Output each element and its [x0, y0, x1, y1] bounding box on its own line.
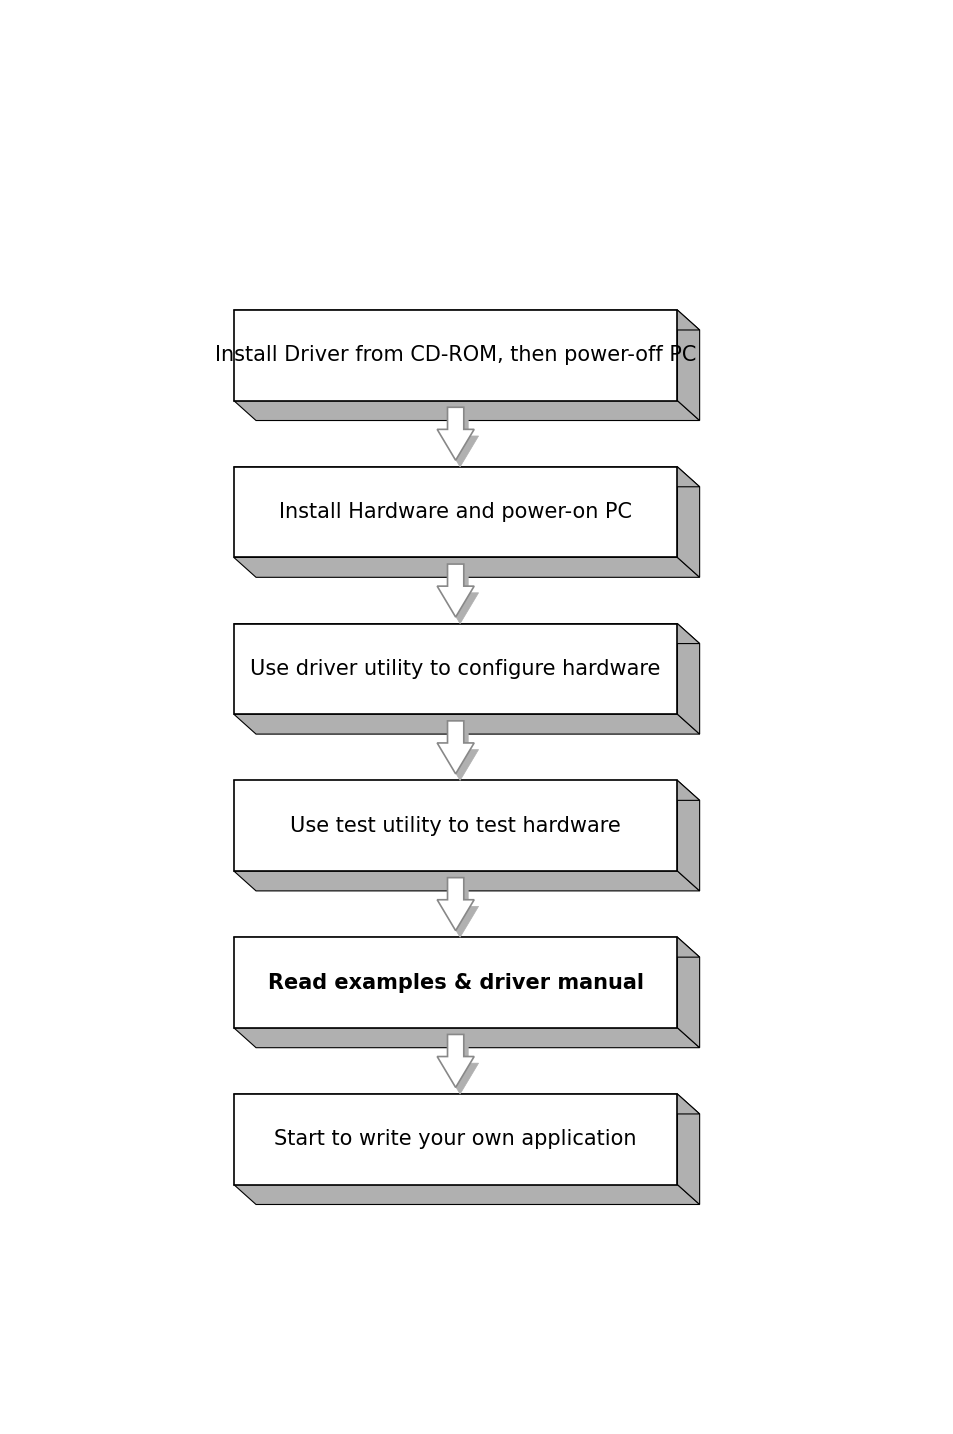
- Polygon shape: [436, 1034, 474, 1087]
- Bar: [233, 624, 677, 714]
- Polygon shape: [233, 400, 699, 420]
- Text: Use test utility to test hardware: Use test utility to test hardware: [290, 816, 620, 836]
- Bar: [233, 780, 677, 870]
- Polygon shape: [677, 780, 699, 891]
- Polygon shape: [677, 624, 699, 734]
- Polygon shape: [441, 727, 478, 780]
- Polygon shape: [233, 467, 699, 486]
- Polygon shape: [436, 721, 474, 774]
- Polygon shape: [436, 564, 474, 617]
- Text: Install Driver from CD-ROM, then power-off PC: Install Driver from CD-ROM, then power-o…: [214, 346, 696, 366]
- Polygon shape: [441, 1041, 478, 1094]
- Text: Read examples & driver manual: Read examples & driver manual: [268, 972, 643, 992]
- Polygon shape: [233, 1094, 699, 1114]
- Polygon shape: [233, 1028, 699, 1048]
- Bar: [233, 467, 677, 558]
- Polygon shape: [436, 878, 474, 931]
- Bar: [233, 938, 677, 1028]
- Bar: [233, 310, 677, 400]
- Polygon shape: [233, 780, 699, 800]
- Polygon shape: [677, 1094, 699, 1205]
- Polygon shape: [233, 938, 699, 956]
- Text: Start to write your own application: Start to write your own application: [274, 1130, 637, 1149]
- Polygon shape: [436, 407, 474, 460]
- Polygon shape: [677, 467, 699, 578]
- Polygon shape: [677, 938, 699, 1048]
- Text: Install Hardware and power-on PC: Install Hardware and power-on PC: [279, 502, 632, 522]
- Polygon shape: [233, 310, 699, 330]
- Polygon shape: [233, 558, 699, 578]
- Polygon shape: [233, 624, 699, 644]
- Bar: [233, 1094, 677, 1184]
- Polygon shape: [441, 885, 478, 938]
- Polygon shape: [677, 310, 699, 420]
- Polygon shape: [233, 870, 699, 891]
- Polygon shape: [233, 714, 699, 734]
- Polygon shape: [441, 571, 478, 624]
- Text: Use driver utility to configure hardware: Use driver utility to configure hardware: [251, 660, 660, 678]
- Polygon shape: [441, 414, 478, 467]
- Polygon shape: [233, 1184, 699, 1205]
